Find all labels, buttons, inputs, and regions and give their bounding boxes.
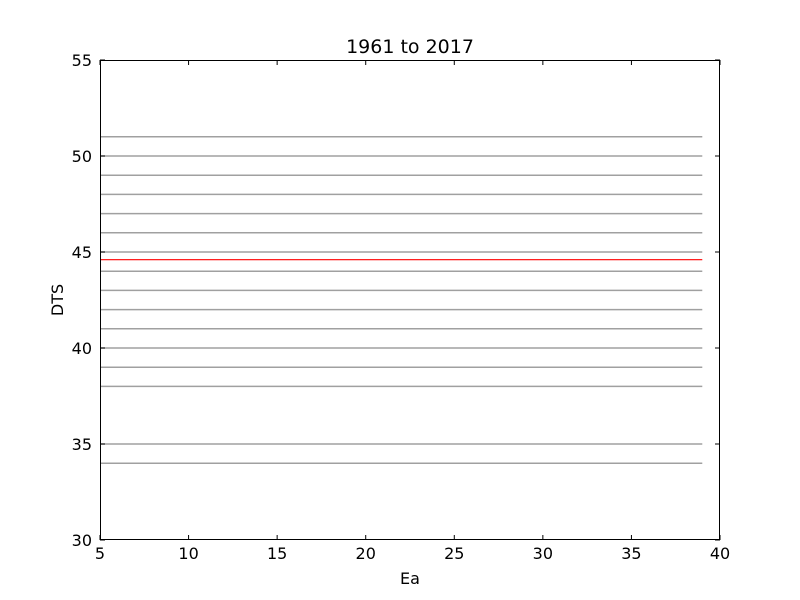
chart-title: 1961 to 2017: [346, 36, 474, 58]
y-axis-label: DTS: [48, 284, 67, 316]
y-tick-label: 40: [72, 339, 92, 358]
series-layer: [100, 136, 703, 464]
x-tick-label: 10: [178, 544, 198, 563]
x-tick-label: 20: [356, 544, 376, 563]
x-tick-label: 5: [95, 544, 105, 563]
y-tick-label: 45: [72, 243, 92, 262]
x-tick-label: 30: [533, 544, 553, 563]
x-axis: 5 10 15 20 25 30 35 40: [95, 60, 730, 563]
y-tick-label: 30: [72, 531, 92, 550]
y-axis: 30 35 40 45 50 55: [72, 51, 720, 550]
x-tick-label: 25: [444, 544, 464, 563]
y-tick-label: 50: [72, 147, 92, 166]
plot-frame: [100, 60, 720, 540]
y-tick-label: 35: [72, 435, 92, 454]
x-axis-label: Ea: [400, 569, 420, 588]
x-tick-label: 40: [710, 544, 730, 563]
x-tick-label: 15: [267, 544, 287, 563]
x-tick-label: 35: [621, 544, 641, 563]
y-tick-label: 55: [72, 51, 92, 70]
